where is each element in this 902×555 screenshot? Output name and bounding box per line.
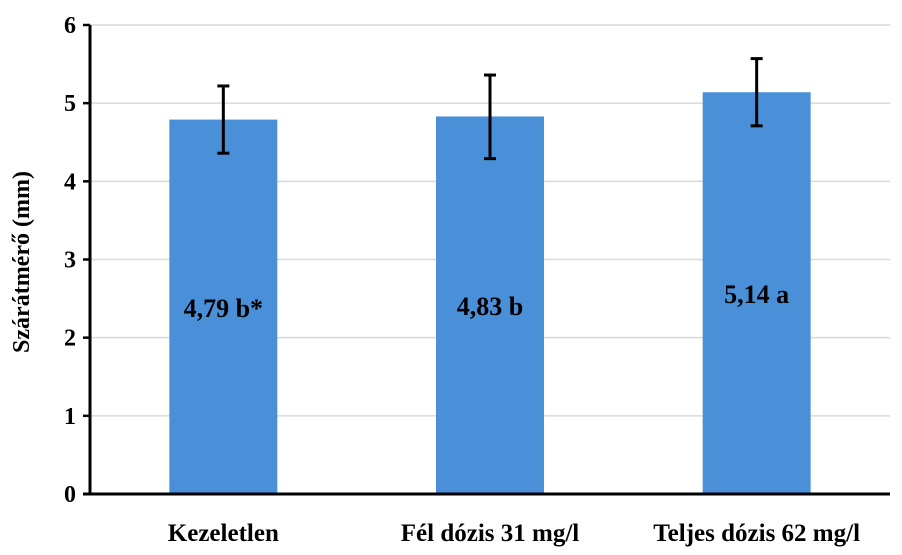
y-tick-label: 1: [64, 404, 76, 430]
x-tick-label: Fél dózis 31 mg/l: [401, 520, 580, 547]
x-tick-label: Kezeletlen: [168, 520, 279, 547]
y-tick-label: 5: [64, 91, 76, 117]
bar: [702, 92, 811, 495]
bar: [436, 116, 544, 494]
y-tick-labels: 0 1 2 3 4 5 6: [64, 13, 90, 508]
y-tick-label: 3: [64, 248, 76, 274]
x-tick-label: Teljes dózis 62 mg/l: [653, 520, 860, 547]
y-tick-label: 0: [64, 482, 76, 508]
y-axis-title: Szárátmérő (mm): [9, 171, 35, 353]
data-label: 4,79 b*: [184, 294, 263, 323]
bar: [169, 119, 278, 494]
y-tick-label: 2: [64, 326, 76, 352]
bars: [169, 92, 811, 495]
y-tick-label: 4: [64, 169, 76, 195]
y-tick-label: 6: [64, 13, 76, 39]
error-bars: [217, 57, 763, 161]
data-label: 5,14 a: [724, 280, 789, 309]
data-labels: 4,79 b* 4,83 b 5,14 a: [184, 280, 790, 323]
data-label: 4,83 b: [457, 292, 523, 321]
x-tick-labels: Kezeletlen Fél dózis 31 mg/l Teljes dózis …: [168, 520, 860, 547]
